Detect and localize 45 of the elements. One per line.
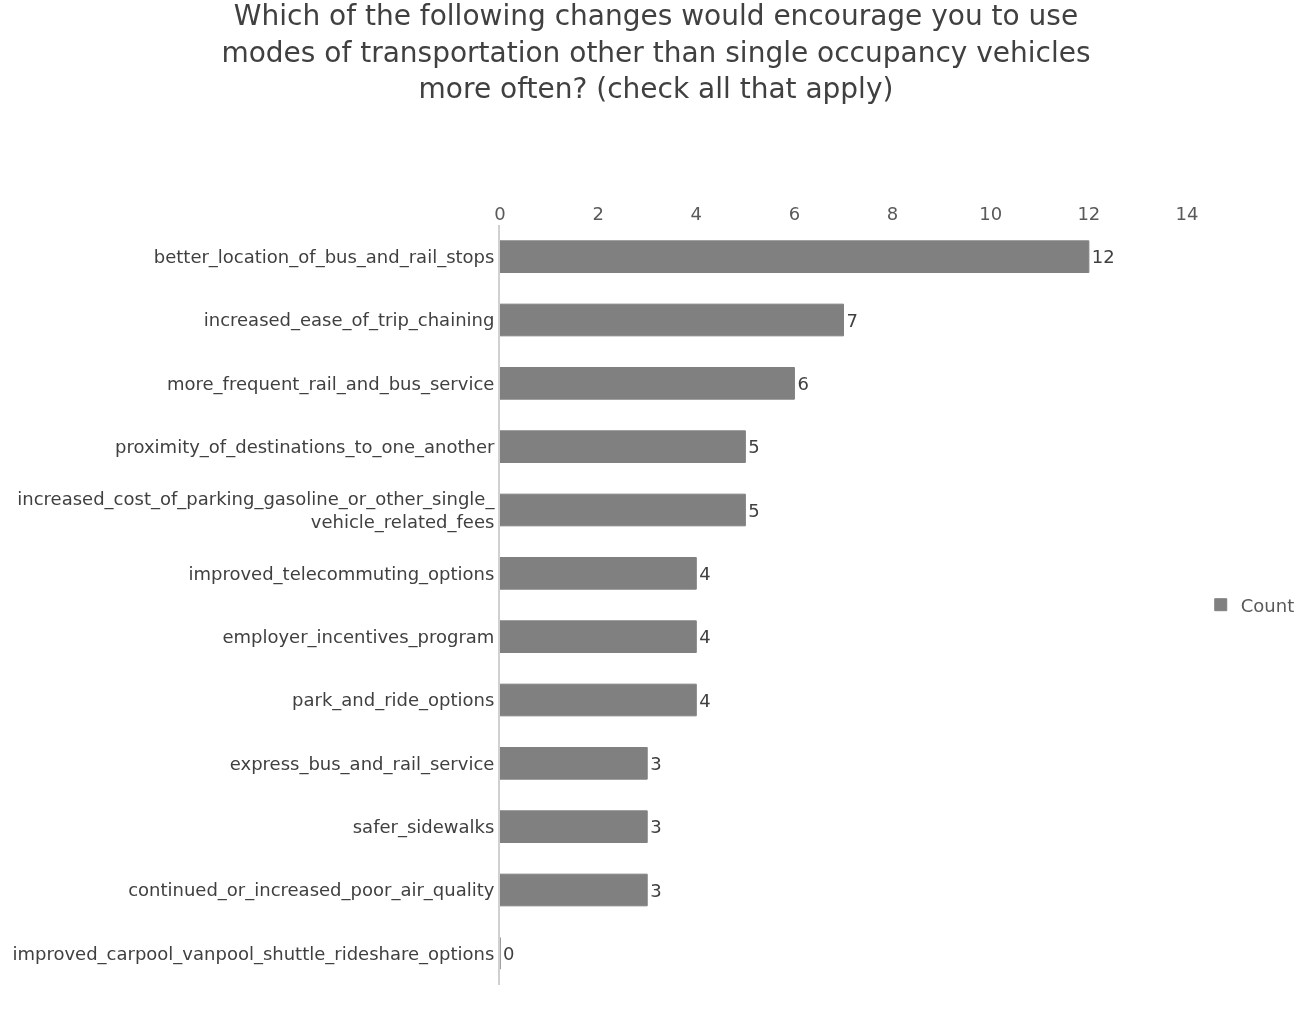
y-tick-label: employer_incentives_program (222, 625, 495, 648)
y-tick-label: better_location_of_bus_and_rail_stops (153, 245, 495, 268)
bar (500, 620, 697, 653)
data-label: 3 (650, 879, 662, 901)
y-tick-label: increased_cost_of_parking_gasoline_or_other_single_vehicle_related_fees (17, 487, 496, 533)
y-tick-label: express_bus_and_rail_service (229, 752, 495, 775)
data-label: 4 (699, 689, 711, 711)
bar (500, 367, 795, 400)
y-tick-label: continued_or_increased_poor_air_quality (128, 879, 495, 902)
y-tick-label: improved_telecommuting_options (188, 562, 495, 585)
data-label: 0 (503, 942, 515, 964)
data-label: 3 (650, 816, 662, 838)
y-tick-label: safer_sidewalks (352, 815, 495, 838)
data-label: 3 (650, 752, 662, 774)
data-label: 7 (846, 309, 858, 331)
y-tick-label: proximity_of_destinations_to_one_another (115, 435, 495, 458)
x-tick-label: 8 (886, 203, 899, 225)
bar (500, 430, 746, 463)
y-tick-label: increased_ease_of_trip_chaining (203, 309, 495, 332)
data-label: 4 (699, 562, 711, 584)
y-tick-label: more_frequent_rail_and_bus_service (166, 372, 495, 395)
x-tick-label: 14 (1175, 203, 1199, 225)
y-tick-label: improved_carpool_vanpool_shuttle_rideshare_options (12, 942, 495, 965)
bar (500, 810, 648, 843)
data-label: 5 (748, 436, 760, 458)
data-label: 12 (1091, 246, 1115, 268)
y-tick-label: park_and_ride_options (292, 689, 495, 712)
data-label: 6 (797, 372, 809, 394)
bar (500, 747, 648, 780)
bar (500, 303, 844, 337)
legend-label: Count (1240, 594, 1295, 616)
bar (500, 873, 648, 907)
x-tick-label: 6 (788, 203, 801, 225)
x-tick-label: 4 (690, 203, 703, 225)
x-tick-label: 2 (592, 203, 604, 225)
x-tick-label: 10 (979, 203, 1003, 225)
data-label: 5 (748, 499, 760, 521)
bar (500, 493, 746, 527)
bar (500, 557, 697, 590)
bar (500, 683, 697, 717)
bar (500, 240, 1090, 273)
x-tick-label: 12 (1077, 203, 1101, 225)
data-label: 4 (699, 626, 711, 648)
chart-title: Which of the following changes would encourage you to use modes of transportation other than single occupancy vehicles more often? (check all that apply) (221, 0, 1091, 106)
x-tick-label: 0 (494, 203, 506, 225)
